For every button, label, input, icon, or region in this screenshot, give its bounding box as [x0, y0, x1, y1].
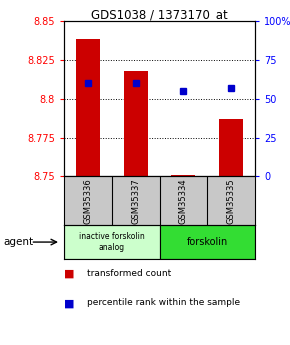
Text: agent: agent [3, 237, 33, 247]
Bar [124, 70, 148, 176]
Text: forskolin: forskolin [187, 237, 228, 247]
Bar [76, 39, 100, 176]
Text: ■: ■ [64, 298, 74, 308]
Text: GSM35335: GSM35335 [227, 178, 236, 224]
Text: ■: ■ [64, 269, 74, 279]
Bar [64, 225, 160, 259]
Text: percentile rank within the sample: percentile rank within the sample [87, 298, 240, 307]
Bar [219, 119, 243, 176]
Bar [160, 225, 255, 259]
Text: inactive forskolin
analog: inactive forskolin analog [79, 232, 144, 252]
Text: GSM35336: GSM35336 [83, 178, 92, 224]
Title: GDS1038 / 1373170_at: GDS1038 / 1373170_at [91, 8, 228, 21]
Bar [171, 175, 195, 176]
Text: GSM35337: GSM35337 [131, 178, 140, 224]
Text: transformed count: transformed count [87, 269, 171, 278]
Text: GSM35334: GSM35334 [179, 178, 188, 224]
